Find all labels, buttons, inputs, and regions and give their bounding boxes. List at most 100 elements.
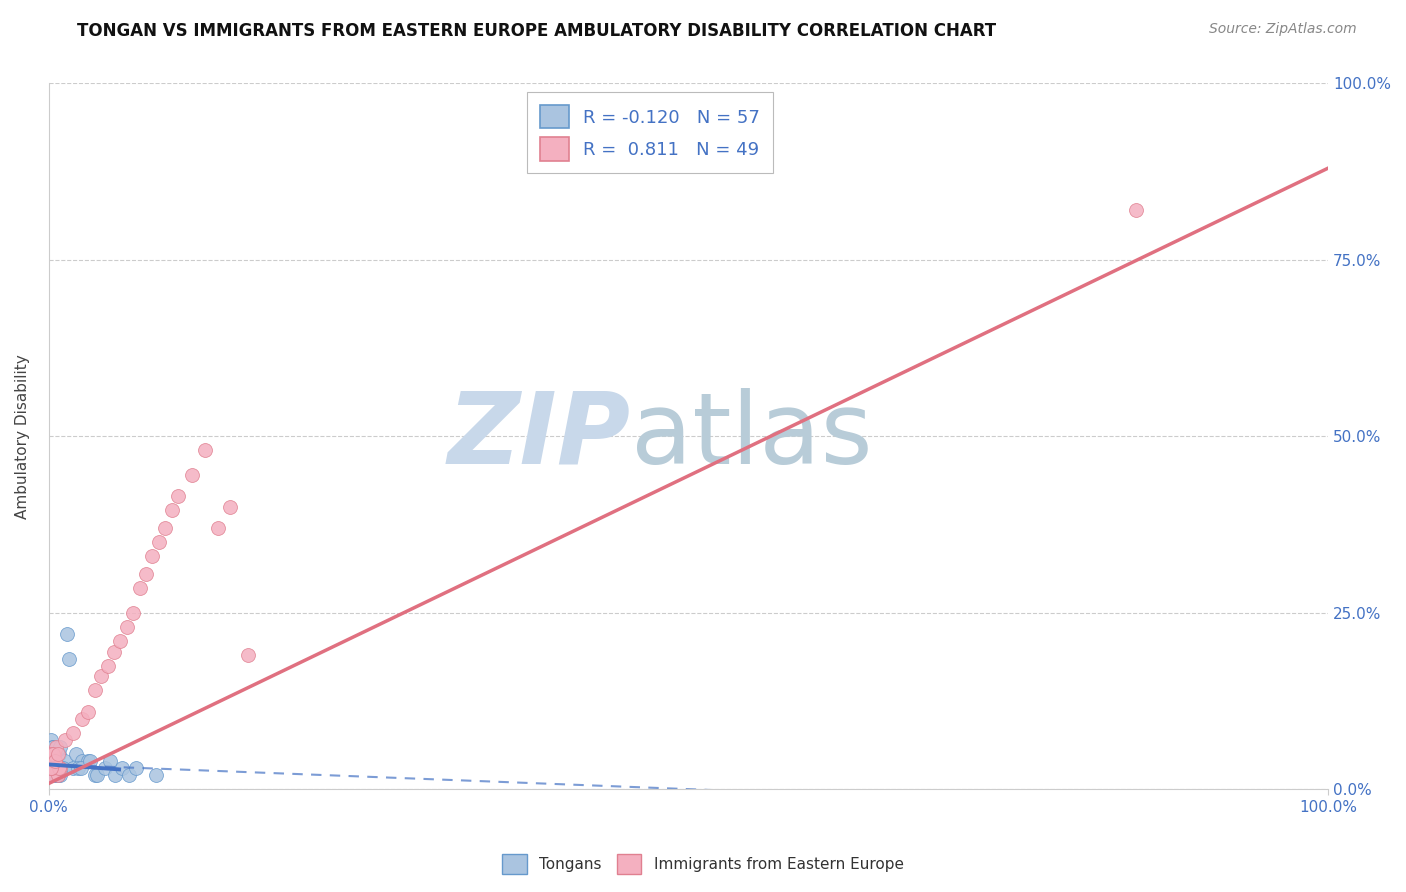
Point: [70, 712, 93, 726]
Point: [58, 651, 80, 665]
Point: [94, 761, 117, 775]
Point: [181, 468, 204, 483]
Point: [41, 761, 63, 775]
Point: [97, 658, 120, 673]
Point: [67, 761, 90, 775]
Point: [83, 683, 105, 698]
Point: [111, 761, 134, 775]
Legend: R = -0.120   N = 57, R =  0.811   N = 49: R = -0.120 N = 57, R = 0.811 N = 49: [527, 93, 773, 173]
Point: [39, 747, 62, 761]
Point: [44, 754, 66, 768]
Point: [55, 732, 77, 747]
Point: [160, 503, 183, 517]
Point: [167, 489, 190, 503]
Y-axis label: Ambulatory Disability: Ambulatory Disability: [15, 354, 30, 518]
Point: [46, 747, 69, 761]
Point: [42, 754, 65, 768]
Point: [46, 768, 69, 782]
Point: [194, 443, 217, 458]
Point: [39, 747, 62, 761]
Point: [45, 768, 67, 782]
Point: [69, 761, 91, 775]
Point: [49, 768, 72, 782]
Point: [70, 754, 93, 768]
Point: [42, 754, 65, 768]
Point: [98, 754, 121, 768]
Point: [42, 747, 65, 761]
Point: [39, 761, 62, 775]
Point: [39, 768, 62, 782]
Point: [1125, 203, 1147, 218]
Point: [39, 739, 62, 754]
Point: [118, 768, 141, 782]
Text: ZIP: ZIP: [449, 388, 631, 484]
Point: [39, 747, 62, 761]
Point: [44, 754, 66, 768]
Point: [39, 754, 62, 768]
Point: [41, 761, 63, 775]
Point: [55, 627, 77, 641]
Point: [90, 669, 112, 683]
Text: TONGAN VS IMMIGRANTS FROM EASTERN EUROPE AMBULATORY DISABILITY CORRELATION CHART: TONGAN VS IMMIGRANTS FROM EASTERN EUROPE…: [77, 22, 997, 40]
Text: atlas: atlas: [631, 388, 873, 484]
Point: [148, 535, 170, 549]
Point: [41, 761, 63, 775]
Point: [103, 644, 125, 658]
Point: [86, 768, 108, 782]
Point: [62, 761, 84, 775]
Point: [41, 747, 63, 761]
Point: [39, 754, 62, 768]
Point: [39, 747, 62, 761]
Point: [207, 521, 229, 535]
Point: [45, 768, 67, 782]
Point: [122, 606, 145, 620]
Point: [45, 761, 67, 775]
Point: [44, 754, 66, 768]
Point: [42, 754, 65, 768]
Point: [39, 761, 62, 775]
Point: [39, 768, 62, 782]
Point: [39, 754, 62, 768]
Point: [41, 754, 63, 768]
Point: [39, 747, 62, 761]
Point: [52, 761, 75, 775]
Point: [41, 747, 63, 761]
Legend: Tongans, Immigrants from Eastern Europe: Tongans, Immigrants from Eastern Europe: [496, 848, 910, 880]
Point: [41, 739, 63, 754]
Point: [41, 739, 63, 754]
Point: [79, 754, 101, 768]
Point: [44, 761, 66, 775]
Point: [41, 747, 63, 761]
Point: [135, 566, 157, 581]
Point: [41, 761, 63, 775]
Point: [219, 500, 242, 514]
Point: [39, 761, 62, 775]
Point: [39, 754, 62, 768]
Point: [77, 705, 100, 719]
Point: [65, 747, 87, 761]
Point: [39, 732, 62, 747]
Point: [45, 739, 67, 754]
Point: [44, 754, 66, 768]
Point: [238, 648, 260, 662]
Point: [39, 761, 62, 775]
Point: [39, 761, 62, 775]
Point: [125, 761, 148, 775]
Point: [46, 761, 69, 775]
Point: [41, 747, 63, 761]
Point: [41, 754, 63, 768]
Point: [49, 739, 72, 754]
Point: [49, 761, 72, 775]
Text: Source: ZipAtlas.com: Source: ZipAtlas.com: [1209, 22, 1357, 37]
Point: [115, 620, 138, 634]
Point: [128, 581, 150, 595]
Point: [42, 761, 65, 775]
Point: [104, 768, 127, 782]
Point: [141, 549, 163, 564]
Point: [153, 521, 176, 535]
Point: [46, 768, 69, 782]
Point: [55, 754, 77, 768]
Point: [77, 754, 100, 768]
Point: [42, 739, 65, 754]
Point: [42, 754, 65, 768]
